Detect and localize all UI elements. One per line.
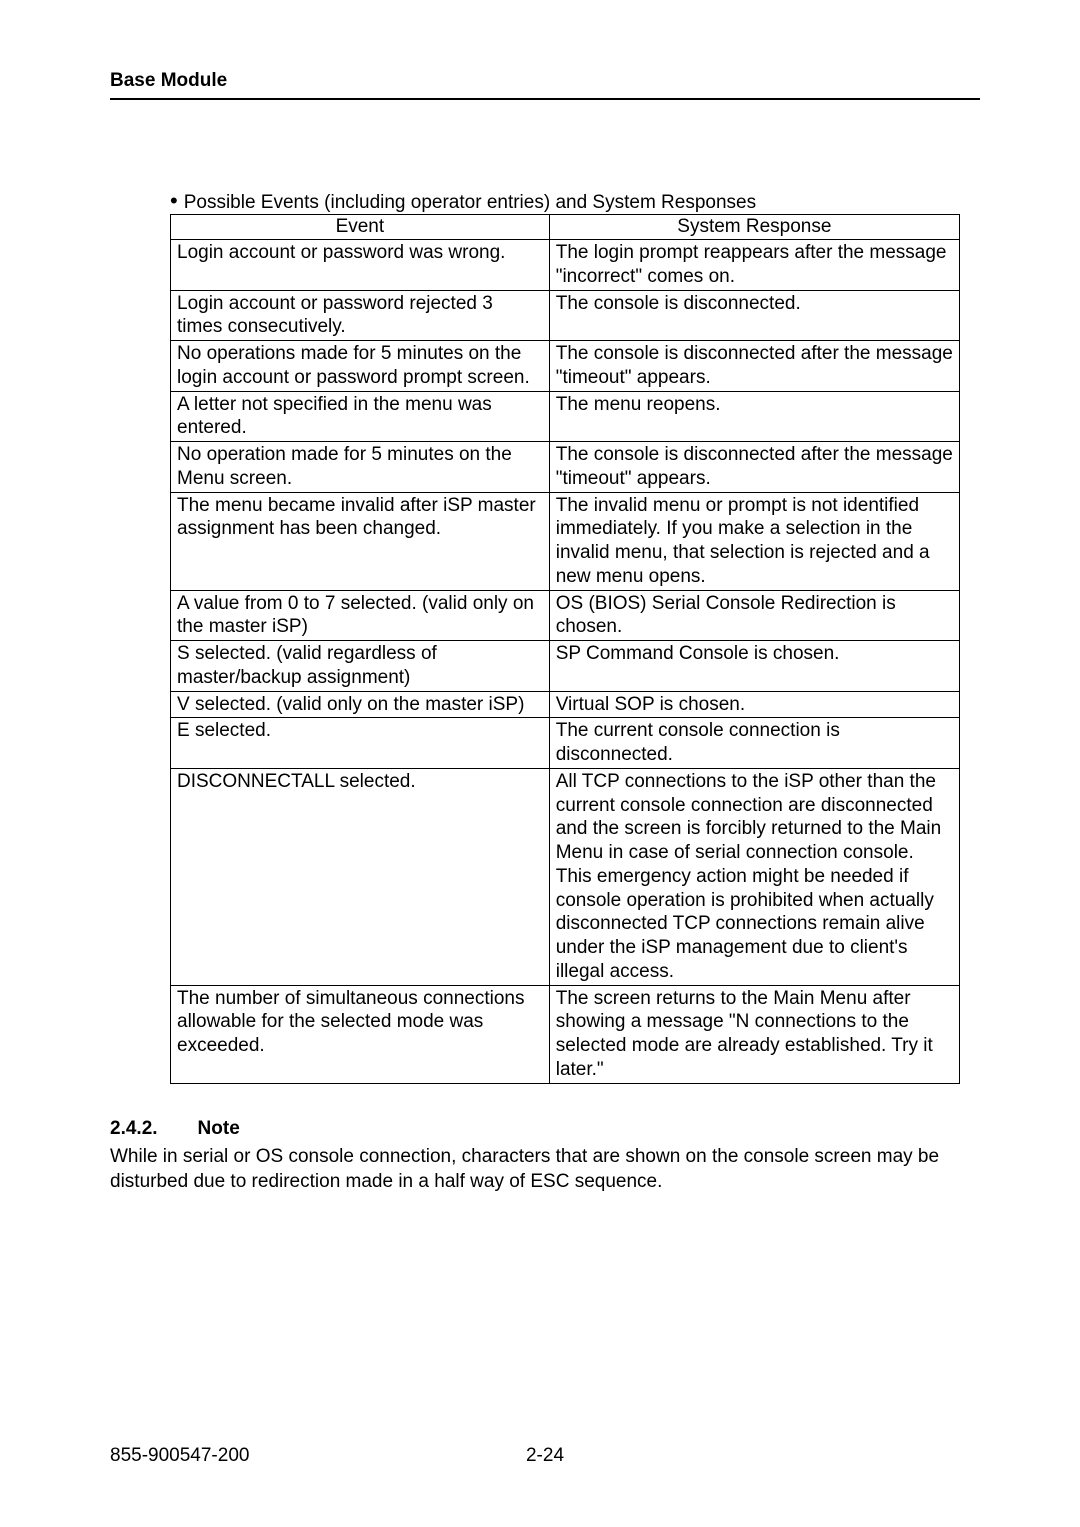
cell-response: The console is disconnected. <box>549 290 959 341</box>
cell-event: Login account or password rejected 3 tim… <box>171 290 550 341</box>
bullet-text: Possible Events (including operator entr… <box>184 192 756 214</box>
table-row: A value from 0 to 7 selected. (valid onl… <box>171 590 960 641</box>
cell-event: The menu became invalid after iSP master… <box>171 492 550 590</box>
cell-response: The screen returns to the Main Menu afte… <box>549 985 959 1083</box>
table-row: Login account or password rejected 3 tim… <box>171 290 960 341</box>
header-title: Base Module <box>110 70 227 91</box>
cell-response: The login prompt reappears after the mes… <box>549 240 959 291</box>
cell-event: No operation made for 5 minutes on the M… <box>171 442 550 493</box>
col-header-response: System Response <box>549 215 959 240</box>
cell-response: Virtual SOP is chosen. <box>549 691 959 718</box>
cell-event: No operations made for 5 minutes on the … <box>171 341 550 392</box>
cell-response: The menu reopens. <box>549 391 959 442</box>
table-row: No operations made for 5 minutes on the … <box>171 341 960 392</box>
page-footer: 855-900547-200 2-24 <box>110 1445 980 1467</box>
table-row: E selected.The current console connectio… <box>171 718 960 769</box>
cell-response: The console is disconnected after the me… <box>549 442 959 493</box>
table-row: DISCONNECTALL selected.All TCP connectio… <box>171 768 960 985</box>
section-number: 2.4.2. <box>110 1118 158 1140</box>
cell-response: The console is disconnected after the me… <box>549 341 959 392</box>
cell-response: The current console connection is discon… <box>549 718 959 769</box>
bullet-line: • Possible Events (including operator en… <box>170 190 980 214</box>
cell-response: The invalid menu or prompt is not identi… <box>549 492 959 590</box>
table-row: The number of simultaneous connections a… <box>171 985 960 1083</box>
cell-event: V selected. (valid only on the master iS… <box>171 691 550 718</box>
cell-event: Login account or password was wrong. <box>171 240 550 291</box>
col-header-event: Event <box>171 215 550 240</box>
cell-event: E selected. <box>171 718 550 769</box>
cell-event: The number of simultaneous connections a… <box>171 985 550 1083</box>
page-header: Base Module <box>110 70 980 100</box>
cell-response: SP Command Console is chosen. <box>549 641 959 692</box>
table-row: S selected. (valid regardless of master/… <box>171 641 960 692</box>
section-heading: 2.4.2. Note <box>110 1118 980 1140</box>
table-row: V selected. (valid only on the master iS… <box>171 691 960 718</box>
bullet-dot: • <box>170 190 178 212</box>
section-body: While in serial or OS console connection… <box>110 1144 980 1195</box>
events-table: Event System Response Login account or p… <box>170 214 960 1084</box>
footer-page-number: 2-24 <box>526 1445 564 1467</box>
table-row: Login account or password was wrong.The … <box>171 240 960 291</box>
table-header-row: Event System Response <box>171 215 960 240</box>
table-row: The menu became invalid after iSP master… <box>171 492 960 590</box>
cell-event: DISCONNECTALL selected. <box>171 768 550 985</box>
cell-response: OS (BIOS) Serial Console Redirection is … <box>549 590 959 641</box>
cell-event: S selected. (valid regardless of master/… <box>171 641 550 692</box>
cell-event: A value from 0 to 7 selected. (valid onl… <box>171 590 550 641</box>
section-title: Note <box>198 1118 240 1139</box>
footer-doc-number: 855-900547-200 <box>110 1445 249 1467</box>
cell-event: A letter not specified in the menu was e… <box>171 391 550 442</box>
cell-response: All TCP connections to the iSP other tha… <box>549 768 959 985</box>
table-row: A letter not specified in the menu was e… <box>171 391 960 442</box>
table-row: No operation made for 5 minutes on the M… <box>171 442 960 493</box>
